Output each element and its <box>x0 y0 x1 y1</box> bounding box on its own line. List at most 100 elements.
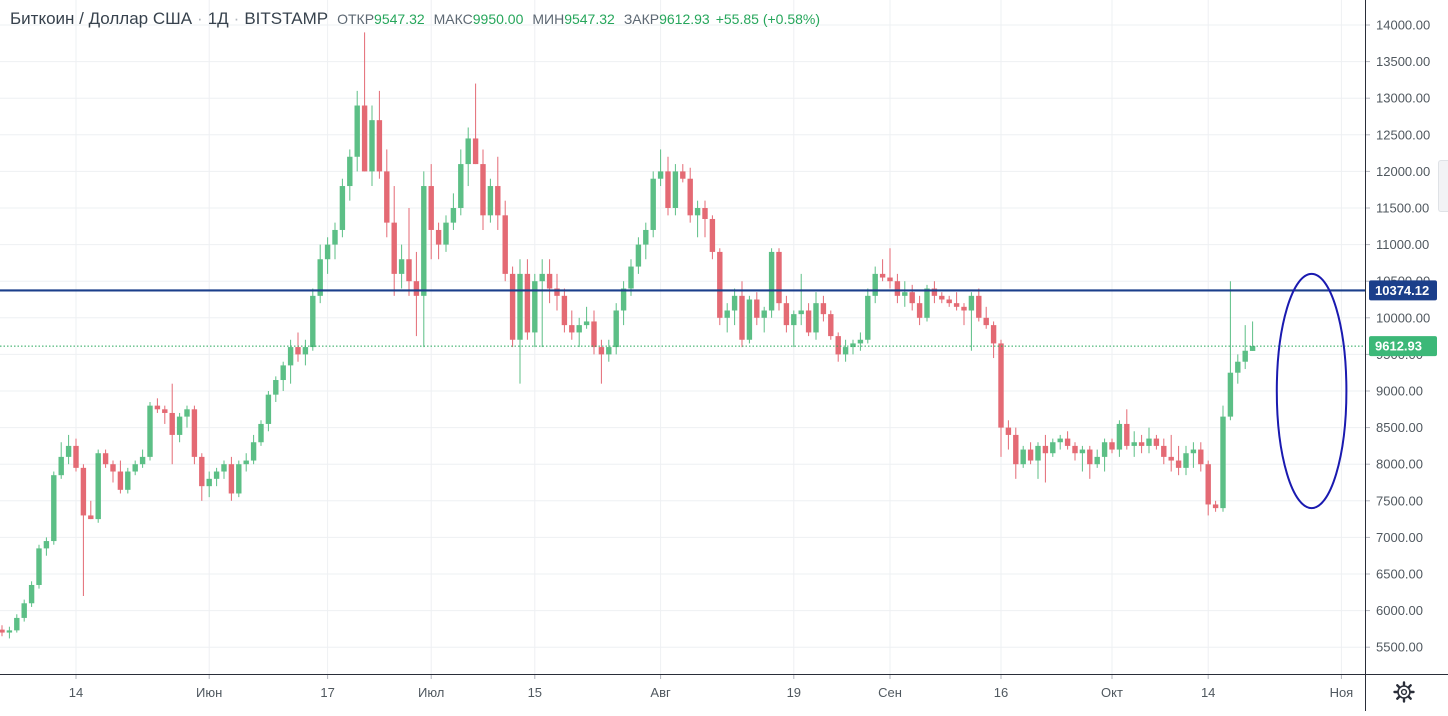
candle-body <box>1131 442 1137 446</box>
candle-up <box>1146 427 1152 454</box>
legend-separator: · <box>197 9 203 28</box>
candle-body <box>1057 438 1063 443</box>
candle-body <box>702 208 708 219</box>
candle-body <box>1027 449 1034 461</box>
candle-up <box>147 401 153 461</box>
candle-down <box>1138 434 1145 454</box>
candle-body <box>687 178 693 216</box>
candle-up <box>1079 445 1086 472</box>
candle-up <box>1220 405 1226 512</box>
candle-body <box>576 325 582 333</box>
candle-body <box>1249 346 1256 351</box>
candle-up <box>1131 431 1137 457</box>
candle-body <box>287 347 294 366</box>
high-label: МАКС <box>433 11 473 27</box>
candle-down <box>191 405 198 465</box>
candle-up <box>1035 442 1041 479</box>
candle-up <box>731 288 738 326</box>
symbol-name[interactable]: Биткоин / Доллар США <box>10 9 193 28</box>
candle-body <box>776 251 782 304</box>
candle-body <box>857 339 864 344</box>
change-value: +55.85 (+0.58%) <box>715 11 821 27</box>
candle-body <box>43 541 50 549</box>
candle-up <box>332 222 338 260</box>
candle-body <box>1138 442 1145 446</box>
candle-body <box>228 464 235 494</box>
price-tick-label: 9000.00 <box>1376 384 1423 399</box>
candle-body <box>561 295 568 326</box>
candle-up <box>65 434 72 465</box>
candle-down <box>990 321 997 359</box>
candle-body <box>835 336 841 355</box>
candle-up <box>280 361 286 391</box>
candle-up <box>1190 442 1197 468</box>
candle-up <box>347 149 353 201</box>
candle-up <box>21 599 27 622</box>
candle-body <box>465 138 471 165</box>
candle-up <box>1227 281 1234 421</box>
candle-down <box>598 339 605 384</box>
price-tick-label: 10000.00 <box>1376 310 1430 325</box>
candle-up <box>1101 438 1108 472</box>
candle-down <box>1205 460 1211 516</box>
candle-body <box>384 171 390 223</box>
candle-up <box>273 376 279 402</box>
candle-body <box>509 273 516 340</box>
candle-body <box>805 310 812 333</box>
candle-body <box>398 259 405 274</box>
horizontal-lines-layer <box>0 289 1365 347</box>
candle-down <box>709 215 716 260</box>
gear-icon <box>1393 681 1415 703</box>
candle-body <box>302 347 309 355</box>
candle-up <box>761 306 767 333</box>
candle-down <box>435 222 442 260</box>
candle-up <box>1057 434 1063 450</box>
candle-up <box>310 288 316 351</box>
candle-down <box>413 251 420 337</box>
candle-body <box>443 222 449 245</box>
candle-body <box>88 515 94 520</box>
candle-down <box>554 273 560 311</box>
candle-body <box>731 295 738 311</box>
price-scale-handle[interactable] <box>1438 160 1448 212</box>
candle-up <box>51 471 57 545</box>
candle-body <box>369 120 375 172</box>
candle-body <box>51 475 57 542</box>
exchange-label[interactable]: BITSTAMP <box>244 9 329 28</box>
candle-down <box>102 449 109 468</box>
settings-button[interactable] <box>1391 679 1417 705</box>
candle-body <box>1198 449 1204 465</box>
interval-label[interactable]: 1Д <box>207 9 229 28</box>
candle-body <box>887 277 893 282</box>
candle-body <box>961 306 967 311</box>
candle-body <box>583 321 590 326</box>
candle-up <box>850 339 856 355</box>
candle-up <box>58 442 64 479</box>
candle-up <box>125 467 131 494</box>
candle-up <box>768 248 775 318</box>
price-badge-bg <box>1369 336 1437 357</box>
candle-body <box>495 186 501 216</box>
candle-up <box>1242 325 1248 370</box>
candle-body <box>273 380 279 395</box>
candle-body <box>694 208 701 216</box>
candle-down <box>199 453 205 501</box>
candle-down <box>502 200 508 282</box>
candle-body <box>1064 438 1071 446</box>
candle-body <box>613 310 619 348</box>
candle-down <box>480 149 486 230</box>
candle-body <box>339 186 346 230</box>
candle-body <box>191 409 198 457</box>
candle-down <box>894 273 901 304</box>
candle-body <box>480 164 486 216</box>
candle-down <box>998 339 1004 457</box>
candle-up <box>746 295 753 344</box>
candle-down <box>916 295 923 326</box>
candle-down <box>1027 442 1034 465</box>
candle-body <box>1079 449 1086 454</box>
candle-body <box>1161 445 1167 457</box>
candle-body <box>828 314 834 337</box>
candle-body <box>1235 361 1241 373</box>
